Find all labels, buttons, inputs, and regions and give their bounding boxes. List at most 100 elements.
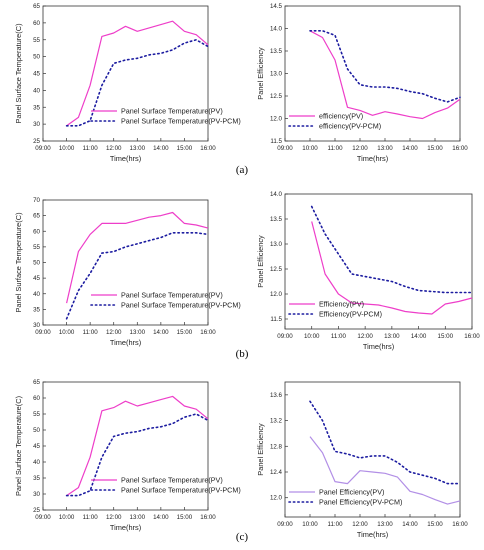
y-tick-label: 40 <box>33 291 40 298</box>
x-tick-label: 12:00 <box>106 145 122 152</box>
y-tick-label: 14.0 <box>270 191 283 198</box>
y-tick-label: 45 <box>33 443 40 450</box>
legend-label: Panel Surface Temperature(PV) <box>121 476 223 485</box>
x-tick-label: 13:00 <box>130 514 146 521</box>
x-tick-label: 12:00 <box>352 145 368 152</box>
series-line-pv <box>309 436 461 505</box>
chart-2: 11.5 12.0 12.5 13.0 13.5 14.0 14.5 09:00 10:00 11… <box>256 3 468 163</box>
x-tick-label: 12:00 <box>357 333 373 340</box>
y-tick-label: 13.5 <box>270 216 283 223</box>
y-tick-label: 55 <box>33 411 40 418</box>
x-tick-label: 14:00 <box>411 333 427 340</box>
y-tick-label: 45 <box>33 275 40 282</box>
x-tick-label: 12:00 <box>106 329 122 336</box>
x-tick-label: 14:00 <box>402 521 418 528</box>
y-tick-label: 65 <box>33 213 40 220</box>
x-tick-label: 11:00 <box>331 333 347 340</box>
y-tick-label: 11.5 <box>270 316 282 323</box>
legend-label: Efficiency(PV) <box>319 300 364 309</box>
series-line-pv <box>311 221 473 315</box>
x-tick-label: 15:00 <box>427 521 443 528</box>
x-tick-label: 10:00 <box>302 521 318 528</box>
chart-3: 30 35 40 45 50 55 60 65 70 09:00 10:00 11:00 12:00 13… <box>14 197 241 347</box>
series-line-pv-pcm <box>65 38 209 127</box>
chart-1: 25 30 35 40 45 50 55 60 65 09:00 10:00 11:00 12:00 13… <box>14 3 241 163</box>
legend-label: efficiency(PV) <box>319 112 363 121</box>
y-tick-label: 35 <box>33 306 40 313</box>
y-tick-label: 30 <box>33 322 40 329</box>
y-tick-label: 30 <box>33 491 40 498</box>
x-tick-label: 13:00 <box>377 521 393 528</box>
y-tick-label: 13.5 <box>270 48 283 55</box>
x-axis-label: Time(hrs) <box>357 154 388 163</box>
x-tick-label: 15:00 <box>427 145 443 152</box>
y-tick-label: 40 <box>33 459 40 466</box>
x-tick-label: 16:00 <box>200 329 216 336</box>
y-tick-label: 13.0 <box>270 71 283 78</box>
x-tick-label: 11:00 <box>83 145 99 152</box>
x-tick-label: 11:00 <box>83 329 99 336</box>
y-tick-label: 40 <box>33 87 40 94</box>
x-tick-label: 12:00 <box>352 521 368 528</box>
series-line-pv-pcm <box>65 413 209 497</box>
x-tick-label: 13:00 <box>130 145 146 152</box>
y-tick-label: 50 <box>33 427 40 434</box>
y-axis-label: Panel Efficiency <box>256 235 265 288</box>
x-tick-label: 15:00 <box>177 145 193 152</box>
plot-frame <box>284 193 473 330</box>
y-axis-label: Panel Efficiency <box>256 47 265 100</box>
y-tick-label: 25 <box>33 507 40 514</box>
x-tick-label: 09:00 <box>277 521 293 528</box>
y-axis-label: Panel Surface Temperature(C) <box>14 23 23 123</box>
y-tick-label: 65 <box>33 3 40 10</box>
y-tick-label: 60 <box>33 20 40 27</box>
y-tick-label: 12.4 <box>270 469 283 476</box>
y-tick-label: 12.8 <box>270 443 283 450</box>
legend-label: Panel Efficiency(PV) <box>319 488 384 497</box>
x-tick-label: 15:00 <box>438 333 454 340</box>
x-tick-label: 10:00 <box>304 333 320 340</box>
x-tick-label: 13:00 <box>384 333 400 340</box>
x-axis-label: Time(hrs) <box>357 530 388 539</box>
x-tick-label: 16:00 <box>200 514 216 521</box>
x-tick-label: 16:00 <box>200 145 216 152</box>
y-tick-label: 30 <box>33 121 40 128</box>
x-axis-label: Time(hrs) <box>110 154 141 163</box>
panel-label: (c) <box>236 531 249 543</box>
chart-4: 11.5 12.0 12.5 13.0 13.5 14.0 09:00 10:00 11:00 1… <box>256 191 480 351</box>
x-tick-label: 14:00 <box>153 145 169 152</box>
y-tick-label: 70 <box>33 197 40 204</box>
series-line-pv-pcm <box>309 400 461 485</box>
y-tick-label: 35 <box>33 475 40 482</box>
x-axis-label: Time(hrs) <box>363 342 394 351</box>
y-tick-label: 12.5 <box>270 266 283 273</box>
series-line-pv <box>309 30 461 120</box>
series-line-pv <box>66 395 209 497</box>
x-tick-label: 15:00 <box>177 514 193 521</box>
x-tick-label: 09:00 <box>277 145 293 152</box>
legend-label: efficiency(PV-PCM) <box>319 122 381 131</box>
x-axis-label: Time(hrs) <box>110 338 141 347</box>
y-tick-label: 12.5 <box>270 93 283 100</box>
x-tick-label: 10:00 <box>302 145 318 152</box>
x-tick-label: 09:00 <box>35 514 51 521</box>
x-tick-label: 12:00 <box>106 514 122 521</box>
y-tick-label: 12.0 <box>270 116 283 123</box>
y-tick-label: 11.5 <box>270 138 282 145</box>
x-tick-label: 16:00 <box>452 145 468 152</box>
y-tick-label: 35 <box>33 104 40 111</box>
legend-label: Panel Surface Temperature(PV) <box>121 107 223 116</box>
y-tick-label: 12.0 <box>270 495 283 502</box>
x-tick-label: 09:00 <box>35 329 51 336</box>
y-tick-label: 60 <box>33 395 40 402</box>
x-axis-label: Time(hrs) <box>110 523 141 532</box>
x-tick-label: 10:00 <box>59 329 75 336</box>
series-line-pv-pcm <box>65 232 209 320</box>
panel-label: (b) <box>236 348 249 360</box>
series-line-pv-pcm <box>309 29 461 103</box>
legend-label: Panel Efficiency(PV-PCM) <box>319 498 402 507</box>
y-tick-label: 55 <box>33 244 40 251</box>
y-tick-label: 13.6 <box>270 392 283 399</box>
y-tick-label: 65 <box>33 379 40 386</box>
y-tick-label: 25 <box>33 138 40 145</box>
